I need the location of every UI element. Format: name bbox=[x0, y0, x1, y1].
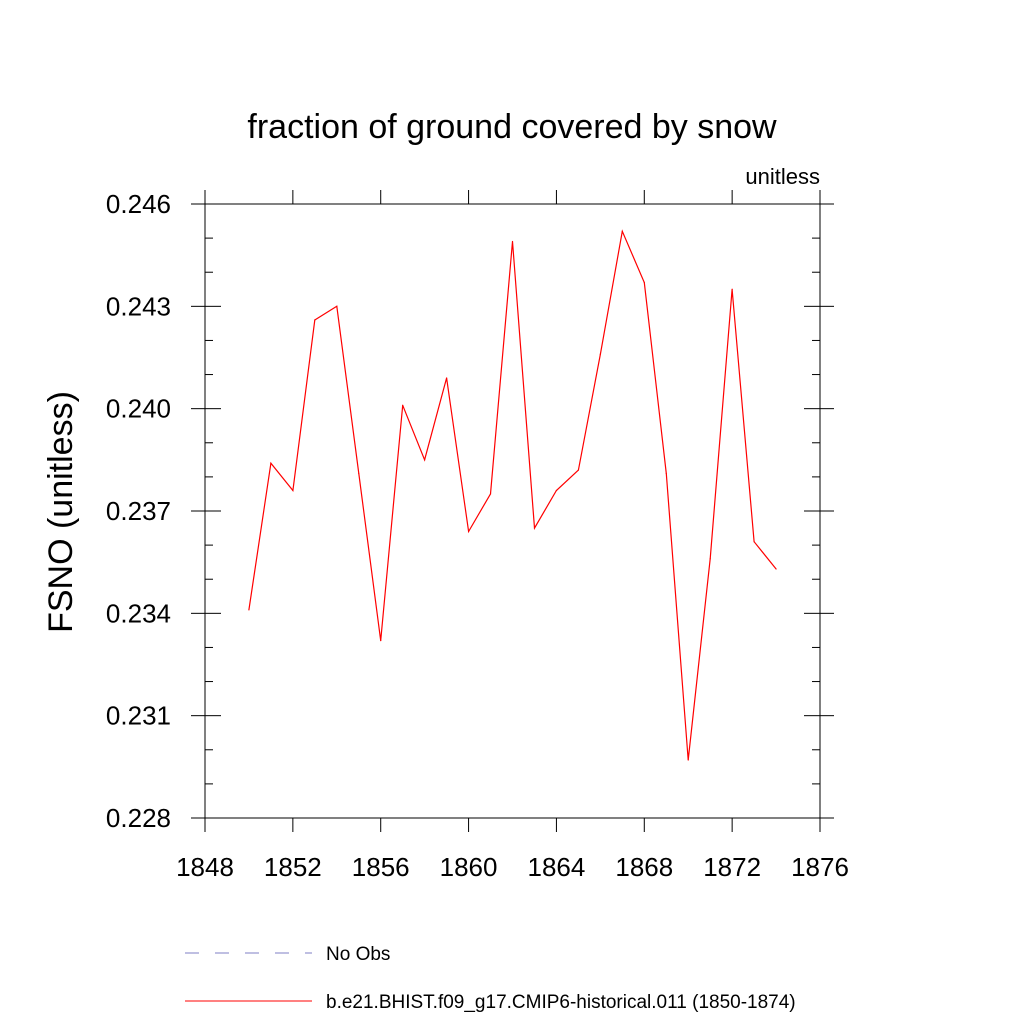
series-point bbox=[709, 558, 711, 560]
x-tick-label: 1868 bbox=[615, 852, 673, 882]
legend: No Obs b.e21.BHIST.f09_g17.CMIP6-histori… bbox=[185, 944, 796, 1013]
series-point bbox=[731, 288, 733, 290]
series-point bbox=[446, 377, 448, 379]
y-tick-label: 0.240 bbox=[106, 394, 171, 424]
x-tick-label: 1876 bbox=[791, 852, 849, 882]
x-tick-label: 1856 bbox=[352, 852, 410, 882]
series-point bbox=[753, 541, 755, 543]
series-point bbox=[336, 305, 338, 307]
y-tick-label: 0.231 bbox=[106, 701, 171, 731]
series-point bbox=[643, 281, 645, 284]
series-point bbox=[665, 472, 667, 475]
series-point bbox=[402, 404, 404, 406]
y-tick-label: 0.237 bbox=[106, 496, 171, 526]
x-tick-label: 1852 bbox=[264, 852, 322, 882]
series-point bbox=[358, 472, 360, 475]
series-point bbox=[621, 230, 623, 232]
y-tick-label: 0.228 bbox=[106, 803, 171, 833]
series-point bbox=[467, 530, 470, 533]
series-point bbox=[775, 568, 777, 570]
series-point bbox=[270, 462, 272, 464]
series-point bbox=[555, 489, 558, 492]
series-point bbox=[599, 353, 601, 355]
series-layer bbox=[248, 229, 777, 761]
series-point bbox=[380, 640, 382, 642]
series-line-historical-011 bbox=[248, 229, 777, 761]
legend-label-historical-011: b.e21.BHIST.f09_g17.CMIP6-historical.011… bbox=[326, 992, 796, 1013]
x-tick-label: 1864 bbox=[528, 852, 586, 882]
y-axis-ticks: 0.228 0.231 0.234 0.237 0.240 0.243 0.246 bbox=[106, 189, 834, 833]
units-label: unitless bbox=[745, 164, 820, 189]
series-point bbox=[687, 759, 689, 761]
series-point bbox=[489, 493, 492, 495]
chart-title: fraction of ground covered by snow bbox=[247, 108, 777, 146]
series-point bbox=[577, 469, 579, 471]
plot-frame bbox=[204, 203, 821, 819]
x-axis-ticks: 1848 1852 1856 1860 1864 1868 1872 1876 bbox=[176, 190, 849, 882]
legend-label-no-obs: No Obs bbox=[326, 944, 390, 965]
x-tick-label: 1848 bbox=[176, 852, 234, 882]
series-point bbox=[314, 319, 316, 321]
y-tick-label: 0.246 bbox=[106, 189, 171, 219]
series-point bbox=[248, 609, 250, 611]
series-point bbox=[511, 240, 514, 243]
x-tick-label: 1872 bbox=[703, 852, 761, 882]
y-axis-title: FSNO (unitless) bbox=[42, 391, 80, 633]
series-point bbox=[533, 527, 536, 529]
x-tick-label: 1860 bbox=[440, 852, 498, 882]
y-tick-label: 0.234 bbox=[106, 598, 171, 628]
y-tick-label: 0.243 bbox=[106, 291, 171, 321]
series-point bbox=[424, 459, 426, 461]
series-point bbox=[292, 489, 294, 492]
